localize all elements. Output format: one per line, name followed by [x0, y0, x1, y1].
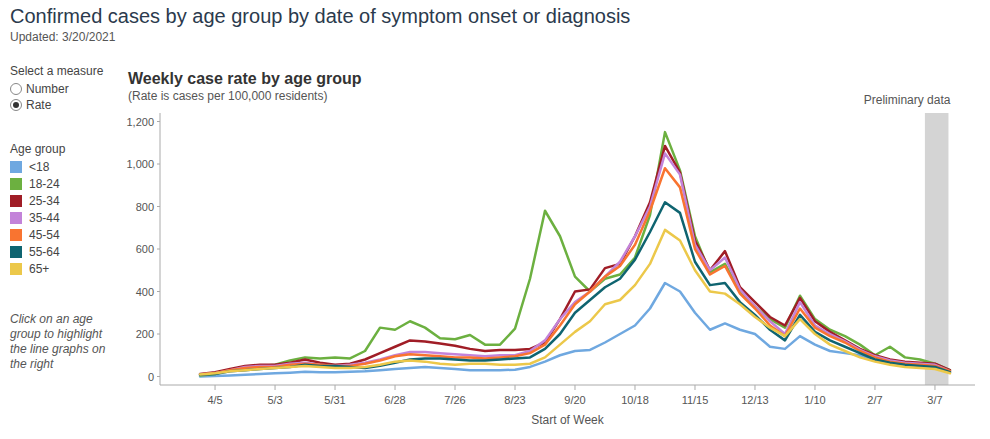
x-tick-label: 4/5	[207, 394, 222, 406]
y-tick-label: 0	[148, 371, 154, 383]
legend-swatch[interactable]	[10, 161, 22, 173]
series-line	[200, 168, 950, 374]
y-axis	[160, 113, 161, 385]
y-tick-label: 600	[136, 243, 154, 255]
lines-group	[200, 132, 950, 376]
x-tick-label: 10/18	[621, 394, 649, 406]
x-tick-label: 11/15	[682, 394, 709, 406]
x-tick	[455, 385, 456, 390]
x-tick	[814, 385, 815, 390]
legend-swatch[interactable]	[10, 212, 22, 224]
x-axis	[160, 385, 975, 386]
radio-selected[interactable]	[13, 102, 19, 108]
legend-swatch[interactable]	[10, 246, 22, 258]
legend-label[interactable]: 55-64	[29, 245, 60, 259]
series-line	[200, 132, 950, 375]
legend-title: Age group	[10, 142, 66, 156]
x-tick-label: 7/26	[444, 394, 465, 406]
annotation: Preliminary data	[864, 93, 951, 107]
chart-svg: Confirmed cases by age group by date of …	[0, 0, 990, 439]
x-tick	[275, 385, 276, 390]
preliminary-band	[925, 113, 949, 385]
x-tick	[515, 385, 516, 390]
x-tick	[694, 385, 695, 390]
x-tick	[754, 385, 755, 390]
x-tick	[934, 385, 935, 390]
radio-button[interactable]	[11, 84, 22, 95]
chart-title: Weekly case rate by age group	[128, 70, 362, 87]
y-tick-label: 1,200	[126, 116, 154, 128]
note: Click on an age group to highlight the l…	[10, 312, 120, 372]
chart-subtitle: (Rate is cases per 100,000 residents)	[128, 89, 327, 103]
radio-button[interactable]	[11, 100, 22, 111]
x-tick	[335, 385, 336, 390]
x-axis-label: Start of Week	[531, 413, 604, 427]
legend-label[interactable]: 65+	[29, 262, 49, 276]
y-tick-label: 1,000	[126, 158, 154, 170]
x-tick	[634, 385, 635, 390]
legend-label[interactable]: 45-54	[29, 228, 60, 242]
x-tick-label: 2/7	[867, 394, 882, 406]
x-tick	[574, 385, 575, 390]
measure-label: Select a measure	[10, 64, 104, 78]
legend-label[interactable]: <18	[29, 160, 50, 174]
legend-swatch[interactable]	[10, 263, 22, 275]
updated-date: Updated: 3/20/2021	[10, 30, 116, 44]
legend-label[interactable]: 25-34	[29, 194, 60, 208]
radio-label[interactable]: Rate	[26, 98, 52, 112]
series-line	[200, 230, 950, 375]
x-tick-label: 9/20	[564, 394, 585, 406]
x-tick-label: 12/13	[741, 394, 769, 406]
x-tick-label: 5/31	[324, 394, 345, 406]
series-line	[200, 153, 950, 374]
legend-swatch[interactable]	[10, 178, 22, 190]
x-tick-label: 6/28	[384, 394, 405, 406]
series-line	[200, 202, 950, 375]
legend-swatch[interactable]	[10, 195, 22, 207]
y-tick-label: 200	[136, 328, 154, 340]
legend-label[interactable]: 18-24	[29, 177, 60, 191]
legend-label[interactable]: 35-44	[29, 211, 60, 225]
series-line	[200, 283, 950, 377]
x-tick-label: 1/10	[804, 394, 825, 406]
series-line	[200, 146, 950, 374]
radio-label[interactable]: Number	[26, 82, 69, 96]
page-title: Confirmed cases by age group by date of …	[10, 5, 630, 27]
x-tick	[215, 385, 216, 390]
x-tick-label: 5/3	[267, 394, 282, 406]
x-tick	[395, 385, 396, 390]
y-tick-label: 400	[136, 286, 154, 298]
y-tick-label: 800	[136, 201, 154, 213]
x-tick	[874, 385, 875, 390]
legend-swatch[interactable]	[10, 229, 22, 241]
x-tick-label: 8/23	[504, 394, 525, 406]
x-tick-label: 3/7	[927, 394, 942, 406]
page: {"page": {"title": "Confirmed cases by a…	[0, 0, 990, 439]
